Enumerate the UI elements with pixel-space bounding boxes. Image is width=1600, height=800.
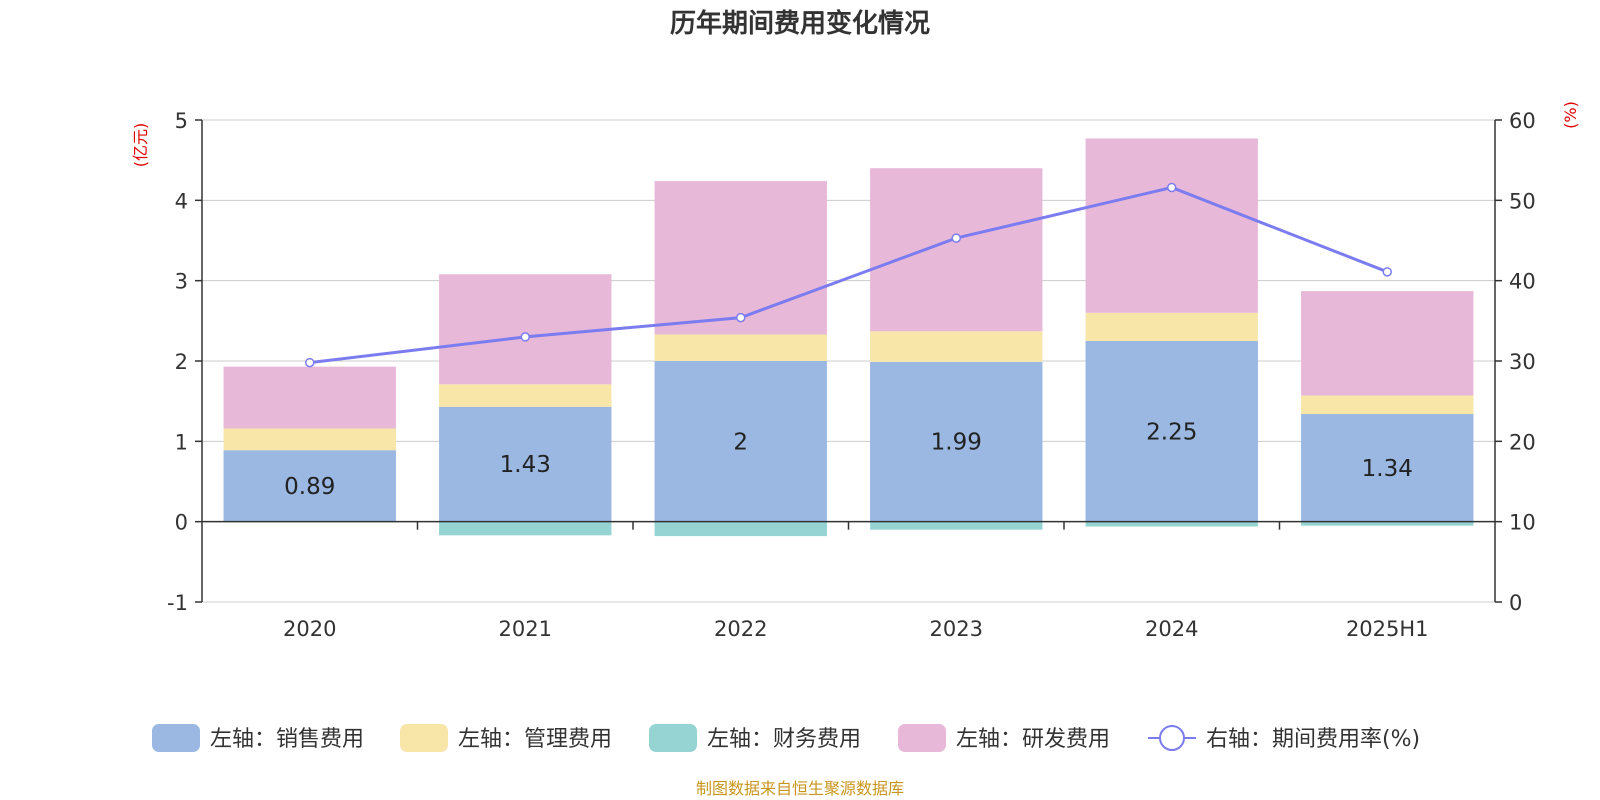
right-axis-unit: (%) xyxy=(1561,101,1580,129)
bar-segment-3 xyxy=(654,181,827,335)
rate-line xyxy=(309,185,1388,365)
legend-label: 右轴：期间费用率(%) xyxy=(1206,727,1420,752)
legend: 左轴：销售费用 左轴：管理费用 左轴：财务费用 左轴：研发费用 右轴：期间费用率(%) xyxy=(152,724,1420,752)
left-tick-label: 2 xyxy=(175,350,188,374)
category-label: 2021 xyxy=(499,617,552,641)
bar-segment-0 xyxy=(223,450,396,522)
bar-segment-2 xyxy=(870,521,1043,530)
legend-swatch-1 xyxy=(400,724,448,752)
legend-circle-icon xyxy=(1159,725,1185,751)
data-labels: 0.89 1.43 2 1.99 2.25 1.34 xyxy=(284,419,1413,500)
legend-swatch-3 xyxy=(898,724,946,752)
rate-point xyxy=(951,233,961,243)
bar-segment-0 xyxy=(870,361,1043,522)
bar-layer xyxy=(223,138,1474,537)
bar-data-label: 1.99 xyxy=(931,430,982,456)
right-tick-label: 10 xyxy=(1509,511,1536,535)
left-tick-label: 5 xyxy=(175,109,188,133)
rate-point xyxy=(305,357,315,368)
bar-segment-3 xyxy=(1301,291,1474,396)
right-tick-label: 0 xyxy=(1509,591,1522,615)
right-tick-label: 60 xyxy=(1509,109,1536,133)
rate-point xyxy=(520,332,530,342)
rate-point xyxy=(1382,267,1392,277)
left-tick-label: -1 xyxy=(167,591,188,615)
category-label: 2022 xyxy=(714,617,767,641)
bar-data-label: 1.43 xyxy=(500,452,551,478)
bar-segment-2 xyxy=(1085,521,1258,527)
bar-segment-3 xyxy=(1085,138,1258,313)
bar-segment-3 xyxy=(223,366,396,429)
right-tick-label: 40 xyxy=(1509,270,1536,294)
chart-title: 历年期间费用变化情况 xyxy=(670,8,930,39)
bar-data-label: 2.25 xyxy=(1146,419,1197,445)
bar-segment-2 xyxy=(439,521,612,536)
rate-point xyxy=(1167,182,1177,193)
bar-segment-0 xyxy=(654,361,827,522)
legend-swatch-2 xyxy=(649,724,697,752)
bar-segment-1 xyxy=(1085,312,1258,341)
left-tick-label: 1 xyxy=(175,430,188,454)
bar-segment-0 xyxy=(1085,340,1258,522)
category-label: 2025H1 xyxy=(1346,617,1429,641)
bar-data-label: 1.34 xyxy=(1362,456,1413,482)
rate-point xyxy=(736,312,746,323)
category-label: 2024 xyxy=(1145,617,1198,641)
legend-label: 左轴：财务费用 xyxy=(707,727,861,752)
right-tick-label: 30 xyxy=(1509,350,1536,374)
category-label: 2020 xyxy=(283,617,336,641)
right-tick-label: 50 xyxy=(1509,189,1536,213)
legend-swatch-0 xyxy=(152,724,200,752)
rate-line-layer xyxy=(305,182,1392,368)
bar-segment-1 xyxy=(223,428,396,451)
bar-segment-3 xyxy=(439,274,612,385)
left-axis-unit: (亿元) xyxy=(131,123,150,168)
legend-label: 左轴：销售费用 xyxy=(210,727,364,752)
legend-label: 左轴：研发费用 xyxy=(956,727,1110,752)
bar-segment-3 xyxy=(870,168,1043,332)
bar-segment-1 xyxy=(870,331,1043,362)
legend-label: 左轴：管理费用 xyxy=(458,727,612,752)
right-tick-label: 20 xyxy=(1509,430,1536,454)
source-note: 制图数据来自恒生聚源数据库 xyxy=(696,779,904,798)
bar-segment-0 xyxy=(1301,414,1474,522)
bar-data-label: 0.89 xyxy=(284,474,335,500)
left-tick-label: 0 xyxy=(175,511,188,535)
bar-segment-0 xyxy=(439,406,612,522)
category-label: 2023 xyxy=(930,617,983,641)
left-tick-label: 3 xyxy=(175,270,188,294)
bar-segment-2 xyxy=(1301,521,1474,526)
grid-lines xyxy=(202,119,1495,603)
bar-segment-1 xyxy=(654,334,827,361)
bar-segment-1 xyxy=(439,384,612,407)
bar-segment-2 xyxy=(654,521,827,537)
bar-data-label: 2 xyxy=(733,429,748,455)
bar-segment-1 xyxy=(1301,395,1474,415)
left-tick-label: 4 xyxy=(175,189,188,213)
